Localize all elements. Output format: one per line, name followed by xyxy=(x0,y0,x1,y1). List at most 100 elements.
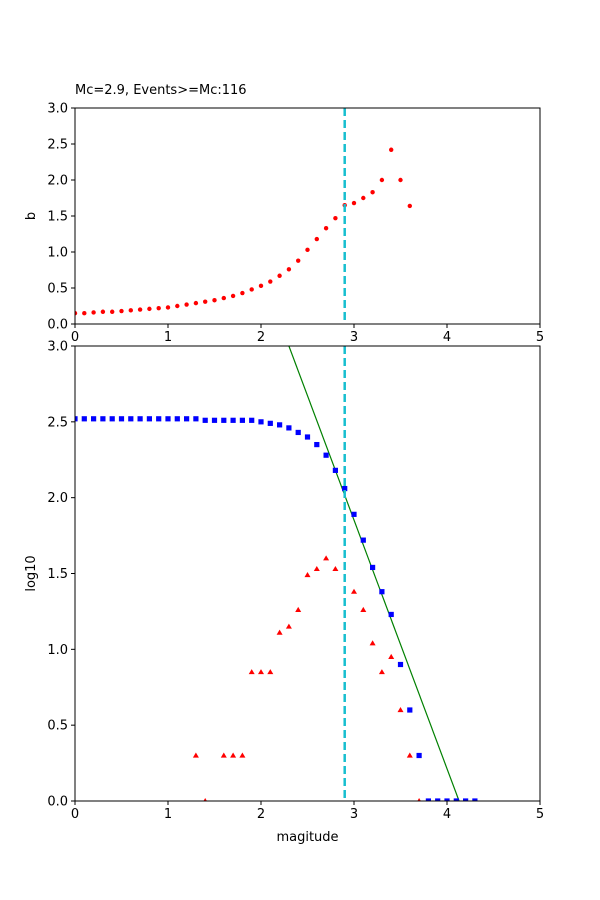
noncumulative-point xyxy=(285,623,292,629)
cumulative-point xyxy=(211,417,218,423)
x-tick-label: 2 xyxy=(257,330,265,345)
cumulative-point xyxy=(249,417,255,423)
y-tick-label: 0.5 xyxy=(47,282,68,297)
b-value-point xyxy=(137,307,143,312)
b-value-point xyxy=(314,236,319,242)
b-value-point xyxy=(379,177,385,183)
x-tick-label: 5 xyxy=(536,330,544,345)
log10-marks xyxy=(75,346,478,801)
top-y-ticks: 0.0 0.5 1.0 1.5 2.0 2.5 3.0 xyxy=(47,102,75,333)
y-tick-label: 3.0 xyxy=(47,340,68,355)
b-value-point xyxy=(128,308,133,313)
noncumulative-point xyxy=(203,798,207,801)
cumulative-point xyxy=(304,434,311,440)
x-tick-label: 1 xyxy=(164,330,172,345)
x-tick-label: 0 xyxy=(71,807,79,822)
cumulative-point xyxy=(444,798,450,801)
b-value-point xyxy=(221,295,226,301)
log10-panel: 0 1 2 3 4 5 0.0 0.5 1.0 1.5 2.0 2.5 3.0 magitude lo… xyxy=(24,340,544,846)
y-tick-label: 3.0 xyxy=(47,102,68,117)
noncumulative-point xyxy=(378,669,385,675)
y-tick-label: 2.5 xyxy=(47,415,68,430)
noncumulative-point xyxy=(276,629,283,635)
noncumulative-point xyxy=(304,572,311,578)
noncumulative-point xyxy=(295,606,302,612)
b-value-point xyxy=(277,273,282,278)
y-tick-label: 0.5 xyxy=(47,719,68,734)
cumulative-point xyxy=(91,416,97,422)
cumulative-point xyxy=(202,417,208,423)
y-tick-label: 1.0 xyxy=(47,246,68,261)
b-value-point xyxy=(361,195,366,201)
noncumulative-point xyxy=(417,798,421,801)
cumulative-point xyxy=(332,467,338,473)
b-value-point xyxy=(286,267,292,272)
cumulative-point xyxy=(463,798,469,801)
cumulative-point xyxy=(146,416,152,422)
cumulative-point xyxy=(165,416,171,422)
cumulative-point xyxy=(118,416,125,422)
b-value-point xyxy=(333,215,338,221)
b-value-point xyxy=(407,203,412,209)
noncumulative-point xyxy=(369,640,376,646)
noncumulative-point xyxy=(388,653,395,660)
cumulative-point xyxy=(435,798,441,801)
b-value-point xyxy=(258,283,264,289)
b-value-panel: Mc=2.9, Events>=Mc:116 0 1 2 3 4 5 0.0 0.5 1.0 1… xyxy=(24,83,544,345)
cumulative-point xyxy=(267,420,273,426)
noncumulative-point xyxy=(267,669,274,675)
bottom-x-ticks: 0 1 2 3 4 5 xyxy=(71,801,544,822)
y-tick-label: 1.5 xyxy=(47,210,68,225)
x-tick-label: 1 xyxy=(164,807,172,822)
top-chart-title: Mc=2.9, Events>=Mc:116 xyxy=(75,83,247,98)
x-tick-label: 4 xyxy=(443,807,451,822)
y-tick-label: 2.0 xyxy=(47,174,68,189)
plot-area xyxy=(75,147,412,316)
noncumulative-point xyxy=(397,707,404,713)
b-value-point xyxy=(296,258,301,263)
cumulative-point xyxy=(388,611,394,618)
noncumulative-point xyxy=(192,752,199,758)
y-tick-label: 2.5 xyxy=(47,138,68,153)
cumulative-point xyxy=(370,564,376,571)
cumulative-point xyxy=(156,416,162,422)
x-tick-label: 3 xyxy=(350,330,358,345)
noncumulative-point xyxy=(230,752,237,758)
b-value-point xyxy=(110,309,115,314)
cumulative-point xyxy=(323,452,329,458)
b-value-point xyxy=(193,300,199,306)
top-x-ticks: 0 1 2 3 4 5 xyxy=(71,324,544,345)
cumulative-point xyxy=(277,422,283,428)
bottom-y-ticks: 0.0 0.5 1.0 1.5 2.0 2.5 3.0 xyxy=(47,340,75,810)
b-value-point xyxy=(370,190,375,195)
y-tick-label: 1.0 xyxy=(47,643,68,658)
cumulative-point xyxy=(286,425,292,431)
noncumulative-point xyxy=(406,752,413,758)
b-value-point xyxy=(165,305,171,310)
b-value-point xyxy=(305,247,310,253)
cumulative-point xyxy=(397,661,404,668)
x-tick-label: 5 xyxy=(536,807,544,822)
cumulative-point xyxy=(379,589,385,595)
x-tick-label: 4 xyxy=(443,330,451,345)
noncumulative-point xyxy=(220,752,227,758)
b-value-point xyxy=(240,290,245,296)
noncumulative-point xyxy=(248,669,255,675)
cumulative-point xyxy=(472,798,478,801)
b-value-point xyxy=(119,308,124,314)
cumulative-point xyxy=(184,416,190,422)
gr-fit-line xyxy=(288,346,460,801)
b-value-point xyxy=(323,226,329,231)
cumulative-point xyxy=(128,416,134,422)
plot-area xyxy=(75,346,478,801)
y-tick-label: 0.0 xyxy=(47,795,68,810)
cumulative-point xyxy=(221,417,227,423)
x-tick-label: 2 xyxy=(257,807,265,822)
b-value-point xyxy=(82,311,87,316)
b-value-point xyxy=(184,302,189,307)
cumulative-point xyxy=(239,417,245,423)
b-value-point xyxy=(389,147,394,152)
b-value-point xyxy=(212,298,217,303)
noncumulative-point xyxy=(313,565,320,572)
